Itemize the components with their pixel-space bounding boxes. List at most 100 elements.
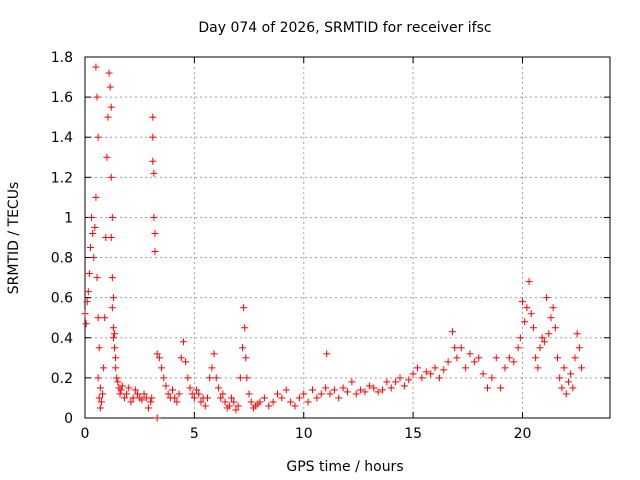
data-point	[97, 398, 105, 406]
data-point	[86, 244, 94, 252]
data-point	[525, 278, 533, 286]
data-point	[179, 338, 187, 346]
data-point	[84, 288, 92, 296]
data-point	[427, 370, 435, 378]
data-point	[151, 229, 159, 237]
data-point	[232, 406, 240, 414]
data-point	[94, 314, 102, 322]
data-point	[260, 394, 268, 402]
data-point	[100, 364, 108, 372]
data-point	[379, 386, 386, 394]
y-tick-label: 0.6	[51, 291, 73, 307]
data-point	[147, 398, 155, 406]
data-point	[234, 402, 242, 410]
data-point	[160, 374, 168, 382]
data-point	[148, 394, 156, 402]
data-point	[140, 390, 148, 398]
data-point	[567, 370, 575, 378]
data-point	[242, 354, 250, 362]
data-point	[444, 358, 452, 366]
data-point	[326, 390, 334, 398]
data-point	[150, 213, 158, 221]
data-point	[269, 398, 277, 406]
data-point	[210, 350, 218, 358]
data-point	[405, 376, 413, 384]
y-tick-label: 1	[64, 210, 73, 226]
data-point	[243, 374, 251, 382]
data-point	[131, 386, 139, 394]
data-point	[278, 394, 286, 402]
data-point	[479, 370, 487, 378]
data-point	[149, 133, 157, 141]
data-point	[573, 330, 581, 338]
data-point	[538, 334, 546, 342]
data-point	[219, 390, 227, 398]
data-point	[158, 364, 166, 372]
x-tick-label: 0	[81, 426, 90, 442]
data-point	[449, 328, 456, 336]
data-point	[109, 324, 117, 332]
data-point	[197, 398, 205, 406]
y-tick-labels: 0 0.2 0.4 0.6 0.8 1 1.2 1.4 1.6 1.8	[51, 50, 73, 427]
data-point	[96, 384, 104, 392]
data-point	[164, 390, 172, 398]
data-point	[435, 374, 443, 382]
data-point	[330, 386, 338, 394]
data-point	[317, 390, 325, 398]
data-point	[101, 314, 109, 322]
data-point	[108, 213, 116, 221]
data-point	[150, 169, 158, 177]
data-point	[201, 402, 209, 410]
data-point	[414, 364, 421, 372]
data-point	[173, 398, 181, 406]
data-point	[94, 133, 102, 141]
data-point	[177, 354, 185, 362]
data-point	[153, 350, 161, 358]
data-point	[348, 378, 356, 386]
data-point	[182, 358, 190, 366]
data-point	[383, 378, 391, 386]
data-point	[112, 364, 120, 372]
data-point	[92, 63, 100, 71]
data-point	[111, 344, 119, 352]
data-point	[247, 398, 255, 406]
data-point	[578, 364, 586, 372]
data-point	[217, 394, 225, 402]
data-point	[114, 378, 122, 386]
data-point	[466, 350, 474, 358]
data-point	[83, 298, 91, 306]
y-tick-label: 1.8	[51, 50, 73, 66]
data-point	[440, 366, 448, 374]
chart-title: Day 074 of 2026, SRMTID for receiver ifs…	[198, 20, 491, 36]
data-point	[92, 193, 100, 201]
y-tick-label: 0.8	[51, 251, 73, 267]
data-point	[111, 330, 119, 338]
data-point	[82, 320, 90, 328]
data-point	[93, 274, 101, 282]
data-point	[392, 378, 400, 386]
data-point	[169, 386, 176, 394]
y-tick-label: 0	[64, 411, 73, 427]
data-point	[527, 310, 535, 318]
x-tick-label: 10	[295, 426, 313, 442]
data-point	[422, 368, 430, 376]
x-tick-label: 20	[514, 426, 532, 442]
data-point	[125, 384, 133, 392]
data-point	[193, 386, 201, 394]
data-point	[186, 384, 194, 392]
data-point	[144, 404, 152, 412]
data-point	[155, 354, 163, 362]
data-point	[88, 213, 96, 221]
data-point	[501, 364, 509, 372]
data-point	[175, 390, 183, 398]
data-point	[151, 248, 159, 256]
data-point	[206, 374, 214, 382]
data-point	[204, 394, 211, 402]
data-point	[418, 374, 426, 382]
data-point	[95, 344, 103, 352]
data-point	[365, 382, 373, 390]
data-point	[322, 384, 330, 392]
data-point	[505, 354, 513, 362]
data-point	[274, 390, 281, 398]
